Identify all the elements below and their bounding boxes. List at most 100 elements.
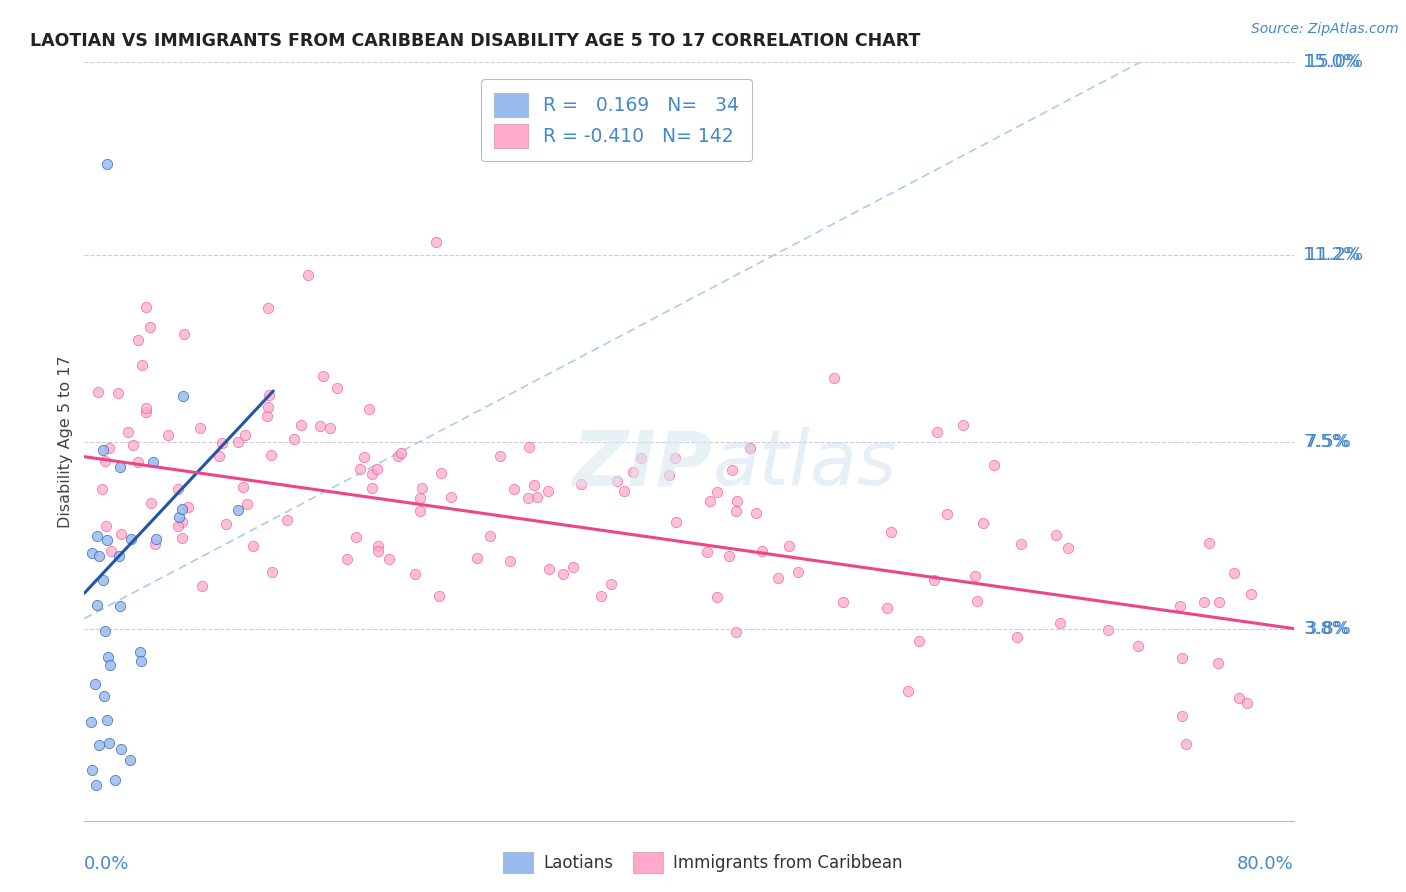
Point xyxy=(1198,536,1220,550)
Point xyxy=(922,573,945,587)
Point xyxy=(89,549,111,564)
Text: 0.0%: 0.0% xyxy=(84,855,129,872)
Point xyxy=(357,402,380,417)
Point xyxy=(499,553,522,567)
Point xyxy=(526,490,548,504)
Point xyxy=(1175,737,1198,751)
Point xyxy=(972,516,994,530)
Point xyxy=(832,595,855,609)
Text: 15.0%: 15.0% xyxy=(1306,54,1362,71)
Point xyxy=(778,539,800,553)
Point xyxy=(118,753,141,767)
Point xyxy=(96,156,118,170)
Point xyxy=(1126,640,1149,654)
Point xyxy=(135,300,157,314)
Point xyxy=(290,418,312,433)
Point xyxy=(173,327,195,342)
Point xyxy=(983,458,1005,473)
Text: 11.2%: 11.2% xyxy=(1306,245,1362,263)
Point xyxy=(91,482,114,496)
Point xyxy=(613,483,636,498)
Point xyxy=(658,468,681,483)
Point xyxy=(664,450,686,465)
Point xyxy=(138,320,160,334)
Point xyxy=(336,551,359,566)
Text: 3.8%: 3.8% xyxy=(1303,620,1348,638)
Point xyxy=(93,689,115,703)
Point xyxy=(122,437,145,451)
Point xyxy=(1227,691,1250,706)
Point xyxy=(319,421,342,435)
Point xyxy=(353,450,375,465)
Point xyxy=(143,537,166,551)
Text: atlas: atlas xyxy=(713,427,897,501)
Point xyxy=(260,448,283,462)
Point xyxy=(167,518,190,533)
Point xyxy=(108,549,131,563)
Point xyxy=(367,543,389,558)
Point xyxy=(191,579,214,593)
Point xyxy=(706,485,728,500)
Text: ZIP: ZIP xyxy=(574,427,713,501)
Point xyxy=(86,778,108,792)
Point xyxy=(517,440,540,454)
Point xyxy=(551,566,574,581)
Point xyxy=(430,466,453,480)
Point xyxy=(1194,594,1216,608)
Text: 7.5%: 7.5% xyxy=(1303,433,1350,450)
Point xyxy=(131,358,153,372)
Point xyxy=(409,503,432,517)
Point xyxy=(145,532,167,546)
Point xyxy=(98,736,121,750)
Point xyxy=(427,589,450,603)
Point xyxy=(98,441,121,455)
Point xyxy=(1049,615,1071,630)
Point xyxy=(215,516,238,531)
Point xyxy=(740,442,762,456)
Point xyxy=(389,446,412,460)
Point xyxy=(242,539,264,553)
Point xyxy=(1240,587,1263,601)
Point xyxy=(127,334,149,348)
Point xyxy=(172,389,194,403)
Point xyxy=(897,684,920,698)
Point xyxy=(925,425,948,439)
Point xyxy=(312,369,335,384)
Point xyxy=(256,409,278,423)
Point xyxy=(89,738,111,752)
Point xyxy=(1171,709,1194,723)
Point xyxy=(110,527,132,541)
Point xyxy=(404,567,426,582)
Point xyxy=(94,624,117,638)
Point xyxy=(129,645,152,659)
Point xyxy=(134,405,156,419)
Point xyxy=(966,594,988,608)
Point xyxy=(257,388,280,402)
Point xyxy=(908,633,931,648)
Legend: Laotians, Immigrants from Caribbean: Laotians, Immigrants from Caribbean xyxy=(496,846,910,880)
Text: 11.2%: 11.2% xyxy=(1303,245,1361,263)
Point xyxy=(120,532,142,546)
Point xyxy=(725,625,748,640)
Point xyxy=(100,657,122,672)
Point xyxy=(411,481,433,495)
Point xyxy=(100,544,122,558)
Text: Source: ZipAtlas.com: Source: ZipAtlas.com xyxy=(1251,22,1399,37)
Point xyxy=(409,491,432,505)
Point xyxy=(257,400,280,414)
Text: LAOTIAN VS IMMIGRANTS FROM CARIBBEAN DISABILITY AGE 5 TO 17 CORRELATION CHART: LAOTIAN VS IMMIGRANTS FROM CARIBBEAN DIS… xyxy=(30,32,921,50)
Point xyxy=(344,530,367,544)
Point xyxy=(1206,656,1229,670)
Legend: R =   0.169   N=   34, R = -0.410   N= 142: R = 0.169 N= 34, R = -0.410 N= 142 xyxy=(481,79,752,161)
Point xyxy=(725,493,748,508)
Point xyxy=(787,565,810,579)
Point xyxy=(297,268,319,282)
Point xyxy=(488,449,510,463)
Point xyxy=(630,450,652,465)
Point xyxy=(1010,537,1032,551)
Point xyxy=(361,481,384,495)
Point xyxy=(880,525,903,540)
Point xyxy=(326,381,349,395)
Point xyxy=(1045,528,1067,542)
Point xyxy=(94,518,117,533)
